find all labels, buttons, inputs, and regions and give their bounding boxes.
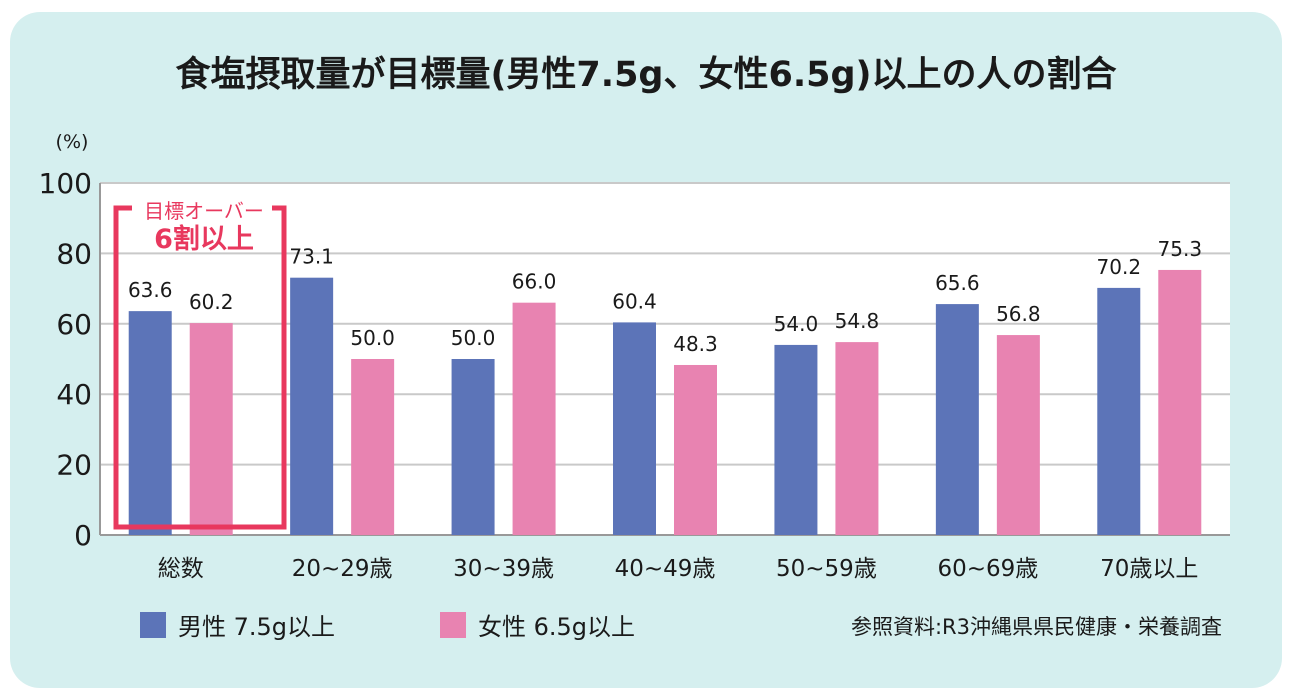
bar-female bbox=[351, 359, 395, 535]
plot-area bbox=[100, 183, 1230, 535]
data-label: 54.0 bbox=[774, 312, 819, 336]
gridlines bbox=[99, 182, 1230, 536]
annotation-mask bbox=[132, 195, 272, 245]
source-note: 参照資料:R3沖縄県県民健康・栄養調査 bbox=[851, 615, 1222, 639]
annotation-line2: 6割以上 bbox=[154, 223, 254, 255]
y-tick-label: 80 bbox=[56, 237, 92, 270]
data-label: 50.0 bbox=[451, 326, 496, 350]
x-tick-label: 40~49歳 bbox=[615, 556, 716, 582]
bar-female bbox=[512, 302, 556, 535]
x-tick-label: 20~29歳 bbox=[292, 556, 393, 582]
bar-female bbox=[996, 335, 1040, 535]
bar-male bbox=[128, 311, 172, 535]
x-tick-label: 60~69歳 bbox=[937, 556, 1038, 582]
bar-male bbox=[290, 277, 334, 535]
data-label: 50.0 bbox=[350, 326, 395, 350]
y-tick-label: 60 bbox=[56, 308, 92, 341]
y-tick-label: 40 bbox=[56, 378, 92, 411]
x-tick-label: 30~39歳 bbox=[453, 556, 554, 582]
x-axis-labels: 総数 20~29歳 30~39歳 40~49歳 50~59歳 60~69歳 70歳以上 bbox=[158, 556, 1199, 582]
bar-female bbox=[1158, 269, 1202, 535]
y-tick-label: 100 bbox=[39, 167, 92, 200]
bar-female bbox=[189, 323, 233, 535]
data-label: 48.3 bbox=[673, 332, 718, 356]
legend-label-female: 女性 6.5g以上 bbox=[478, 613, 635, 641]
x-tick-label: 70歳以上 bbox=[1100, 556, 1198, 582]
y-tick-label: 20 bbox=[56, 449, 92, 482]
legend-swatch-female bbox=[440, 612, 466, 638]
bar-male bbox=[451, 359, 495, 535]
data-label: 66.0 bbox=[512, 270, 557, 294]
data-label: 63.6 bbox=[128, 278, 173, 302]
data-label: 54.8 bbox=[835, 309, 880, 333]
data-label: 73.1 bbox=[289, 245, 334, 269]
x-tick-label: 50~59歳 bbox=[776, 556, 877, 582]
legend-label-male: 男性 7.5g以上 bbox=[178, 613, 335, 641]
data-label: 65.6 bbox=[935, 271, 980, 295]
bar-female bbox=[835, 342, 879, 535]
data-label: 56.8 bbox=[996, 302, 1041, 326]
y-tick-label: 0 bbox=[74, 519, 92, 552]
data-label: 75.3 bbox=[1158, 237, 1203, 261]
data-label: 70.2 bbox=[1097, 255, 1142, 279]
legend-swatch-male bbox=[140, 612, 166, 638]
value-labels: 63.6 60.2 73.1 50.0 50.0 66.0 60.4 48.3 54.0 54.8… bbox=[128, 237, 1202, 356]
bar-male bbox=[613, 322, 656, 535]
bars bbox=[128, 269, 1202, 535]
bar-male bbox=[1097, 287, 1141, 535]
bar-male bbox=[774, 344, 818, 535]
x-tick-label: 総数 bbox=[158, 556, 204, 582]
y-axis-unit: (%) bbox=[56, 131, 89, 153]
chart-title: 食塩摂取量が目標量(男性7.5g、女性6.5g)以上の人の割合 bbox=[175, 54, 1116, 95]
bar-male bbox=[935, 304, 979, 535]
legend: 男性 7.5g以上 女性 6.5g以上 bbox=[140, 612, 635, 641]
y-axis-ticks: 0 20 40 60 80 100 bbox=[39, 167, 92, 552]
data-label: 60.2 bbox=[189, 290, 234, 314]
target-over-annotation: 目標オーバー 6割以上 bbox=[113, 195, 287, 530]
data-label: 60.4 bbox=[612, 289, 657, 313]
bar-female bbox=[674, 364, 717, 535]
annotation-line1: 目標オーバー bbox=[144, 199, 264, 223]
